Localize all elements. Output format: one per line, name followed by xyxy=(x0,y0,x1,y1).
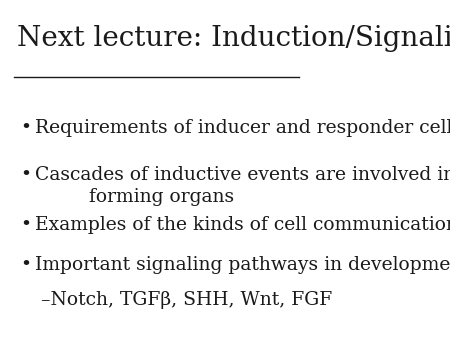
Text: Next lecture: Induction/Signaling: Next lecture: Induction/Signaling xyxy=(17,25,450,52)
Text: –Notch, TGFβ, SHH, Wnt, FGF: –Notch, TGFβ, SHH, Wnt, FGF xyxy=(41,291,333,309)
Text: Requirements of inducer and responder cells: Requirements of inducer and responder ce… xyxy=(35,119,450,137)
Text: Examples of the kinds of cell communication: Examples of the kinds of cell communicat… xyxy=(35,216,450,234)
Text: Cascades of inductive events are involved in
         forming organs: Cascades of inductive events are involve… xyxy=(35,166,450,206)
Text: •: • xyxy=(20,166,31,184)
Text: •: • xyxy=(20,216,31,234)
Text: •: • xyxy=(20,119,31,137)
Text: •: • xyxy=(20,256,31,274)
Text: Important signaling pathways in development: Important signaling pathways in developm… xyxy=(35,256,450,274)
